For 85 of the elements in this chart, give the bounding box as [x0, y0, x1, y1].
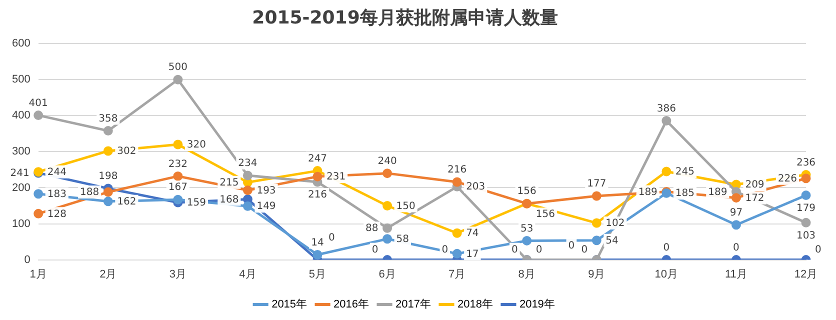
- y-tick-label: 300: [12, 146, 30, 158]
- data-label: 103: [796, 230, 816, 242]
- x-tick-label: 4月: [239, 268, 256, 280]
- data-label: 320: [186, 140, 206, 151]
- data-label: 203: [466, 182, 486, 193]
- data-label: 209: [745, 180, 764, 191]
- data-label: 54: [606, 235, 618, 246]
- legend-label: 2018年: [457, 298, 493, 311]
- data-label: 247: [308, 153, 328, 164]
- data-label: 231: [326, 172, 346, 183]
- x-tick-label: 3月: [169, 268, 186, 280]
- y-tick-label: 500: [12, 74, 30, 86]
- data-label: 102: [606, 218, 625, 230]
- x-tick-label: 5月: [308, 268, 326, 280]
- data-label: 198: [98, 171, 118, 182]
- x-tick-label: 1月: [30, 268, 47, 280]
- x-tick-label: 6月: [378, 268, 396, 280]
- data-label: 177: [587, 178, 606, 190]
- data-label: 88: [366, 223, 378, 234]
- data-label: 167: [168, 182, 188, 194]
- x-tick-label: 12月: [794, 268, 818, 280]
- data-label: 162: [117, 196, 136, 208]
- data-label: 14: [311, 237, 324, 248]
- data-label: 302: [117, 146, 136, 158]
- data-label: 0: [328, 232, 335, 244]
- data-label: 0: [511, 244, 518, 256]
- data-label: 241: [10, 168, 30, 180]
- data-label: 183: [47, 188, 66, 200]
- data-label: 159: [186, 198, 206, 209]
- data-label: 358: [98, 113, 118, 124]
- x-tick-label: 2月: [100, 268, 117, 280]
- x-tick-label: 11月: [725, 268, 748, 280]
- data-label: 0: [442, 244, 448, 256]
- data-label: 156: [517, 186, 536, 198]
- data-label: 53: [520, 223, 534, 234]
- legend-label: 2019年: [519, 298, 555, 311]
- data-label: 240: [378, 156, 397, 167]
- x-tick-label: 8月: [518, 268, 536, 280]
- legend-label: 2017年: [396, 298, 431, 311]
- data-label: 236: [796, 157, 816, 168]
- x-tick-label: 7月: [448, 268, 466, 280]
- data-label: 189: [638, 186, 658, 198]
- legend-label: 2016年: [334, 298, 370, 311]
- data-label: 188: [80, 187, 100, 198]
- data-label: 234: [238, 158, 258, 170]
- chart-title: 2015-2019每月获批附属申请人数量: [252, 7, 558, 28]
- data-label: 216: [448, 164, 467, 176]
- data-label: 189: [708, 186, 728, 198]
- data-label: 185: [675, 188, 695, 200]
- data-label: 17: [466, 248, 479, 260]
- data-label: 58: [396, 234, 410, 245]
- x-tick-label: 10月: [654, 268, 678, 280]
- data-label: 128: [47, 208, 66, 220]
- data-label: 0: [814, 244, 822, 256]
- data-label: 0: [733, 242, 740, 254]
- data-label: 150: [396, 200, 416, 212]
- data-label: 244: [47, 166, 66, 178]
- data-label: 172: [745, 192, 764, 204]
- data-label: 179: [796, 202, 816, 214]
- data-label: 386: [656, 103, 676, 114]
- data-label: 0: [568, 240, 575, 252]
- data-label: 97: [730, 207, 743, 218]
- data-label: 149: [256, 201, 276, 212]
- data-label: 245: [675, 166, 695, 178]
- y-tick-label: 400: [12, 110, 30, 122]
- data-label: 215: [220, 177, 239, 188]
- y-tick-label: 200: [12, 182, 30, 194]
- data-label: 0: [372, 244, 378, 256]
- data-label: 0: [536, 244, 542, 256]
- legend-label: 2015年: [272, 298, 308, 311]
- data-label: 0: [663, 242, 670, 254]
- data-label: 74: [466, 228, 479, 240]
- data-label: 216: [308, 190, 328, 201]
- x-tick-label: 9月: [588, 268, 606, 280]
- data-label: 0: [581, 244, 588, 256]
- y-tick-label: 0: [24, 254, 30, 266]
- y-tick-label: 600: [12, 38, 30, 50]
- data-label: 401: [28, 98, 48, 109]
- y-tick-label: 100: [12, 218, 30, 230]
- data-label: 500: [168, 62, 188, 74]
- data-label: 193: [256, 185, 276, 196]
- data-label: 156: [536, 209, 555, 220]
- data-label: 232: [168, 158, 188, 170]
- data-label: 168: [220, 194, 239, 206]
- data-label: 226: [778, 173, 798, 184]
